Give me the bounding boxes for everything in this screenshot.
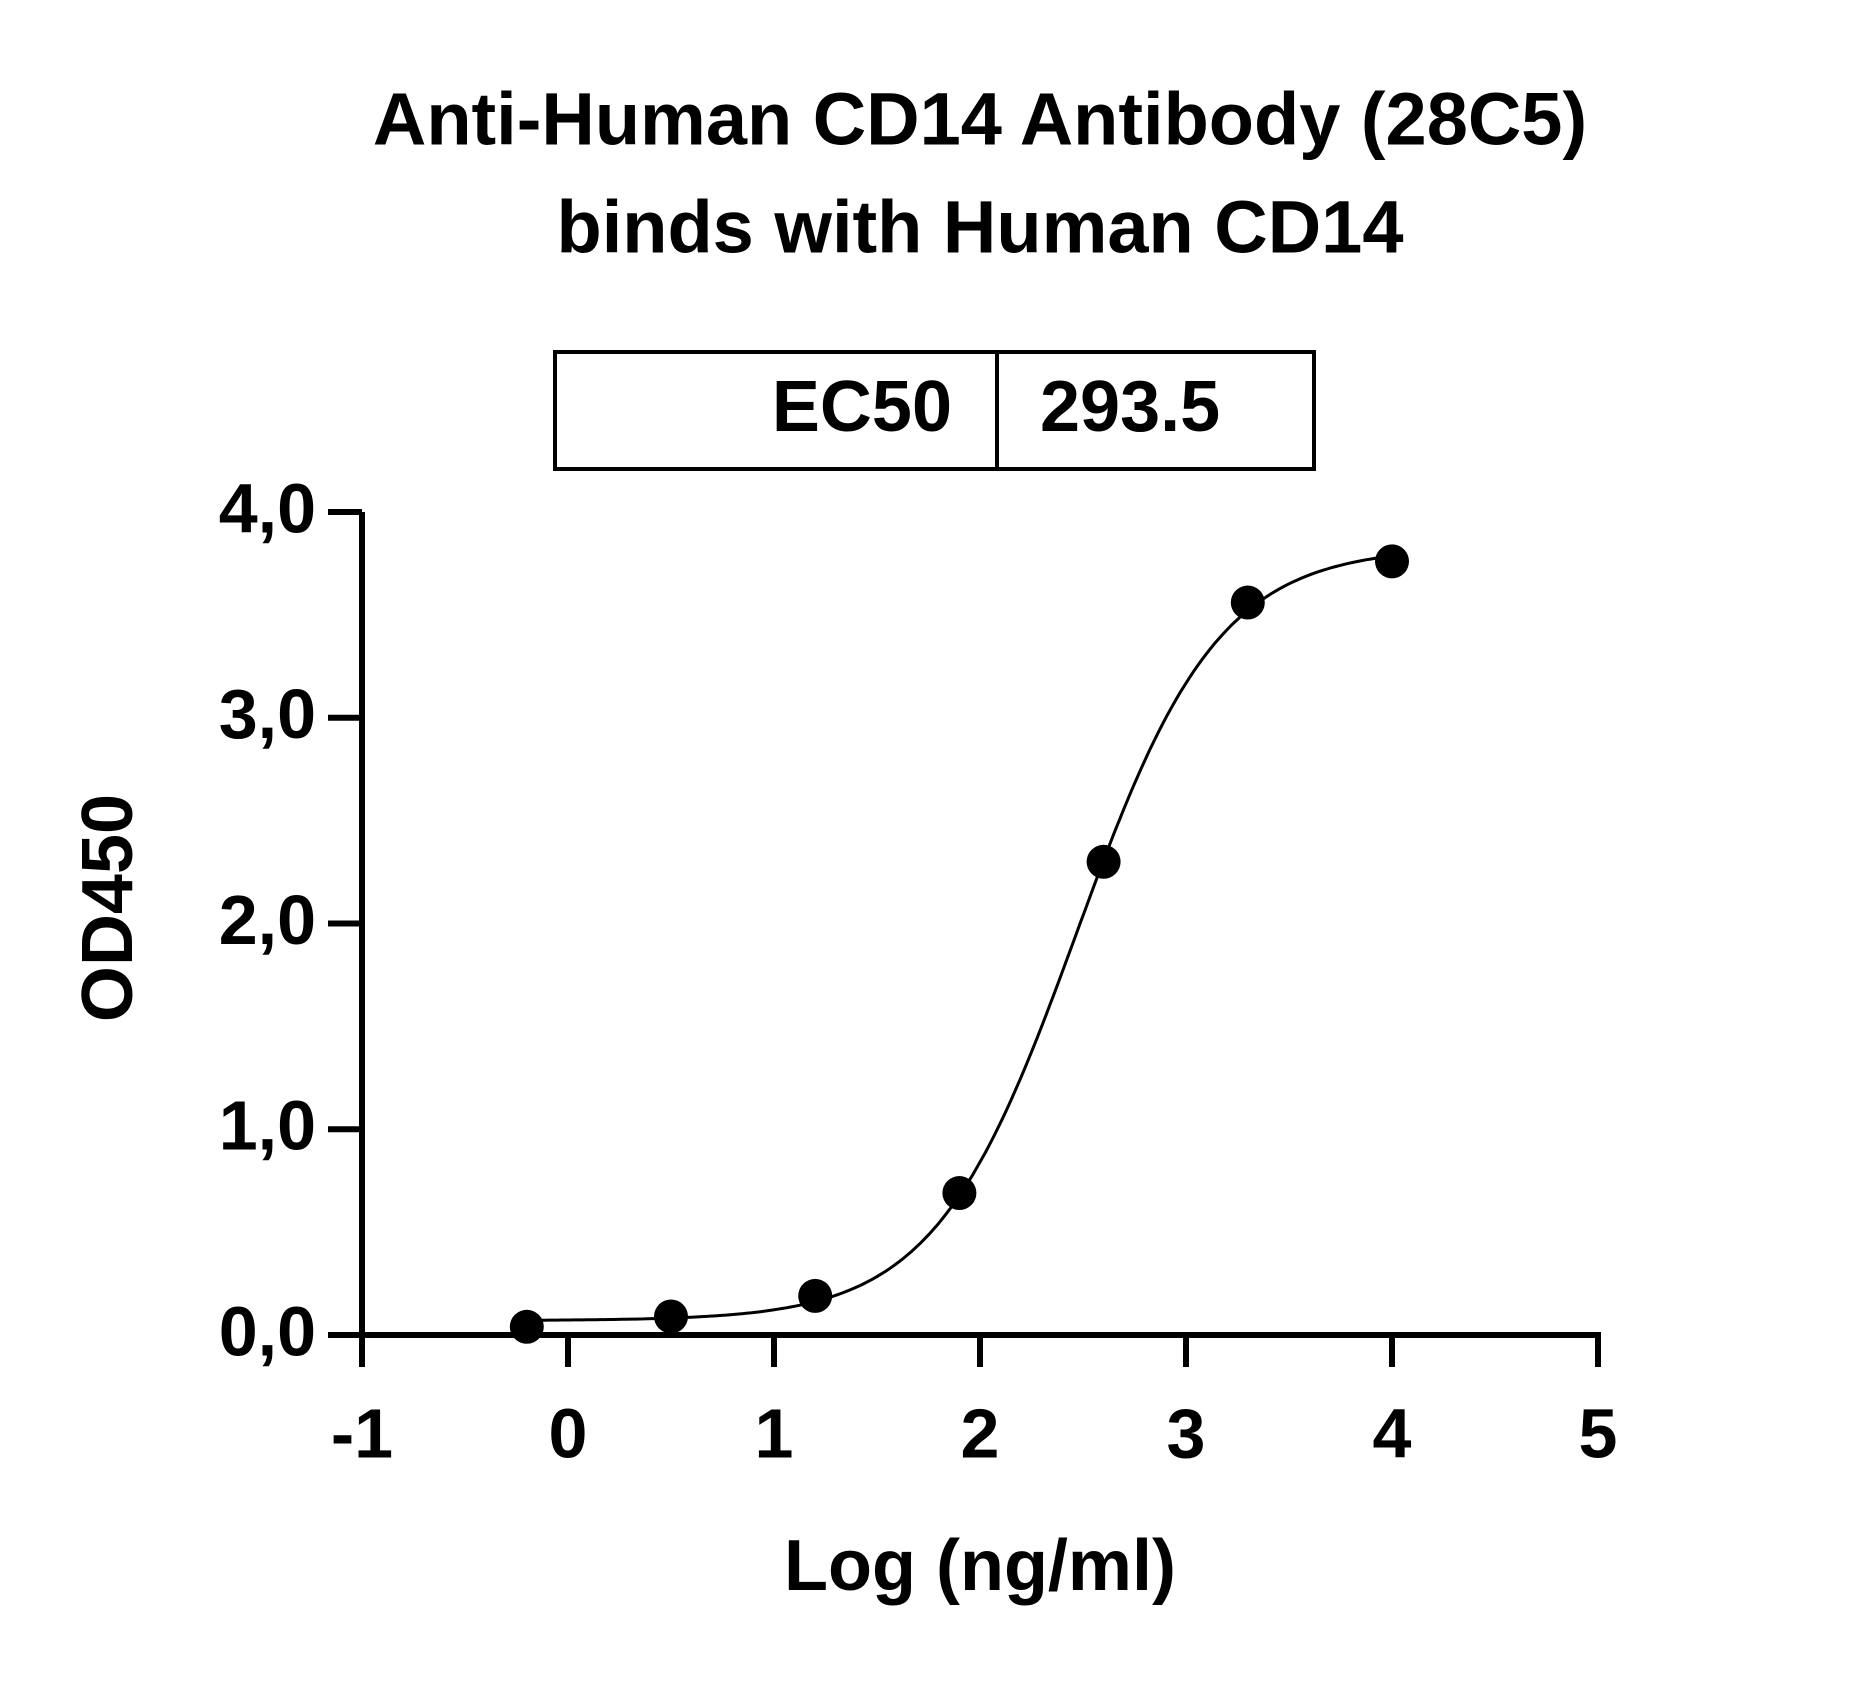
data-point xyxy=(1086,844,1121,879)
x-tick-label: 0 xyxy=(549,1394,588,1472)
x-tick-label: 3 xyxy=(1167,1394,1206,1472)
y-tick-label: 1,0 xyxy=(219,1087,316,1165)
chart-title: binds with Human CD14 xyxy=(557,186,1404,269)
x-tick-label: 4 xyxy=(1373,1394,1412,1472)
y-tick-label: 4,0 xyxy=(219,469,316,547)
x-axis-title: Log (ng/ml) xyxy=(784,1526,1176,1606)
y-axis-title: OD450 xyxy=(68,794,148,1022)
data-point xyxy=(509,1309,544,1344)
y-tick-label: 2,0 xyxy=(219,881,316,959)
y-tick-label: 3,0 xyxy=(219,675,316,753)
x-tick-label: 5 xyxy=(1579,1394,1618,1472)
data-point xyxy=(1375,544,1409,579)
data-point xyxy=(942,1176,977,1211)
x-tick-label: 1 xyxy=(755,1394,794,1472)
chart-title: Anti-Human CD14 Antibody (28C5) xyxy=(373,78,1587,161)
data-point xyxy=(654,1299,688,1334)
y-tick-label: 0,0 xyxy=(219,1292,316,1370)
x-tick-label: -1 xyxy=(331,1394,393,1472)
data-point xyxy=(1230,585,1265,620)
ec50-label: EC50 xyxy=(772,367,952,447)
data-point xyxy=(798,1278,833,1313)
ec50-value: 293.5 xyxy=(1040,367,1220,447)
x-tick-label: 2 xyxy=(961,1394,1000,1472)
ec50-box xyxy=(553,350,1316,471)
